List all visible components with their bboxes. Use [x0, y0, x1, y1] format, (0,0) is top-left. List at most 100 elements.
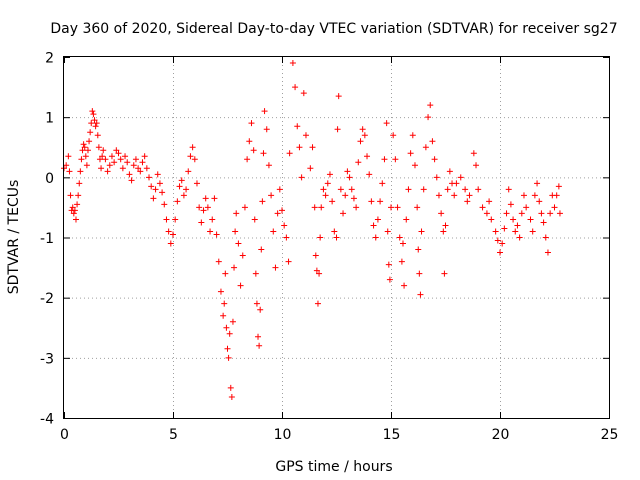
- data-point: [486, 198, 493, 205]
- data-point: [80, 141, 87, 148]
- data-point: [198, 219, 205, 226]
- data-point: [390, 132, 397, 139]
- data-point: [415, 246, 422, 253]
- data-point: [542, 234, 549, 241]
- data-point: [309, 144, 316, 151]
- data-point: [518, 210, 525, 217]
- data-point: [350, 195, 357, 202]
- data-point: [228, 393, 235, 400]
- data-point: [95, 144, 102, 151]
- data-point: [261, 108, 268, 115]
- data-point: [233, 210, 240, 217]
- data-point: [67, 192, 74, 199]
- data-point: [143, 165, 150, 172]
- data-point: [232, 228, 239, 235]
- data-point: [172, 216, 179, 223]
- data-point: [394, 204, 401, 211]
- data-point: [551, 204, 558, 211]
- data-point: [174, 198, 181, 205]
- data-point: [154, 171, 161, 178]
- data-point: [385, 261, 392, 268]
- data-point: [108, 153, 115, 160]
- data-point: [416, 270, 423, 277]
- data-point: [77, 168, 84, 175]
- data-point: [388, 204, 394, 211]
- data-point: [163, 216, 170, 223]
- data-point: [505, 186, 512, 193]
- data-point: [536, 198, 543, 205]
- data-point: [370, 222, 377, 229]
- data-point: [499, 240, 506, 247]
- data-point: [235, 240, 242, 247]
- data-point: [227, 384, 234, 391]
- data-point: [89, 108, 96, 115]
- data-point: [187, 153, 194, 160]
- data-point: [248, 120, 255, 127]
- data-point: [422, 144, 429, 151]
- data-point: [200, 207, 207, 214]
- data-point: [344, 168, 351, 175]
- data-point: [150, 195, 157, 202]
- data-point: [534, 180, 541, 187]
- data-point: [417, 291, 424, 298]
- data-point: [74, 201, 81, 208]
- data-point: [501, 225, 508, 232]
- data-point: [213, 231, 220, 238]
- data-point: [221, 300, 228, 307]
- data-point: [204, 204, 211, 211]
- data-point: [433, 174, 440, 181]
- data-point: [427, 102, 434, 109]
- data-point: [98, 165, 105, 172]
- data-point: [326, 171, 333, 178]
- data-point: [229, 318, 236, 325]
- data-point: [115, 150, 122, 157]
- data-point: [331, 228, 338, 235]
- data-point: [119, 165, 126, 172]
- data-point: [69, 204, 76, 211]
- y-tick-label: -4: [40, 412, 54, 428]
- data-point: [313, 267, 320, 274]
- data-point: [440, 228, 447, 235]
- data-point: [100, 147, 107, 154]
- data-point: [193, 180, 200, 187]
- data-point: [407, 150, 414, 157]
- data-point: [307, 165, 314, 172]
- data-point: [91, 117, 98, 124]
- data-point: [111, 159, 118, 166]
- data-point: [87, 129, 94, 136]
- data-point: [473, 162, 480, 169]
- data-point: [117, 156, 124, 163]
- data-point: [99, 153, 106, 160]
- data-point: [132, 156, 139, 163]
- data-point: [470, 150, 477, 157]
- data-point: [312, 252, 319, 259]
- data-point: [176, 183, 183, 190]
- data-point: [442, 222, 449, 229]
- data-point: [122, 153, 129, 160]
- data-point: [165, 228, 172, 235]
- data-point: [512, 228, 519, 235]
- data-point: [156, 180, 163, 187]
- x-tick-label: 0: [60, 427, 69, 443]
- data-point: [209, 216, 216, 223]
- y-axis-label: SDTVAR / TECUs: [6, 180, 22, 295]
- data-point: [294, 123, 301, 130]
- data-point: [414, 204, 421, 211]
- data-point: [96, 156, 103, 163]
- data-point: [364, 153, 371, 160]
- data-point: [130, 162, 137, 169]
- data-point: [368, 198, 375, 205]
- data-point: [540, 219, 547, 226]
- data-point: [494, 237, 501, 244]
- x-tick-label: 15: [383, 427, 401, 443]
- data-point: [497, 249, 503, 256]
- data-point: [211, 195, 218, 202]
- data-point: [257, 306, 264, 313]
- data-point: [377, 198, 384, 205]
- data-point: [324, 180, 331, 187]
- data-point: [405, 186, 412, 193]
- data-point: [139, 159, 146, 166]
- y-tick-label: 2: [45, 51, 54, 67]
- data-point: [384, 228, 391, 235]
- data-point: [268, 192, 275, 199]
